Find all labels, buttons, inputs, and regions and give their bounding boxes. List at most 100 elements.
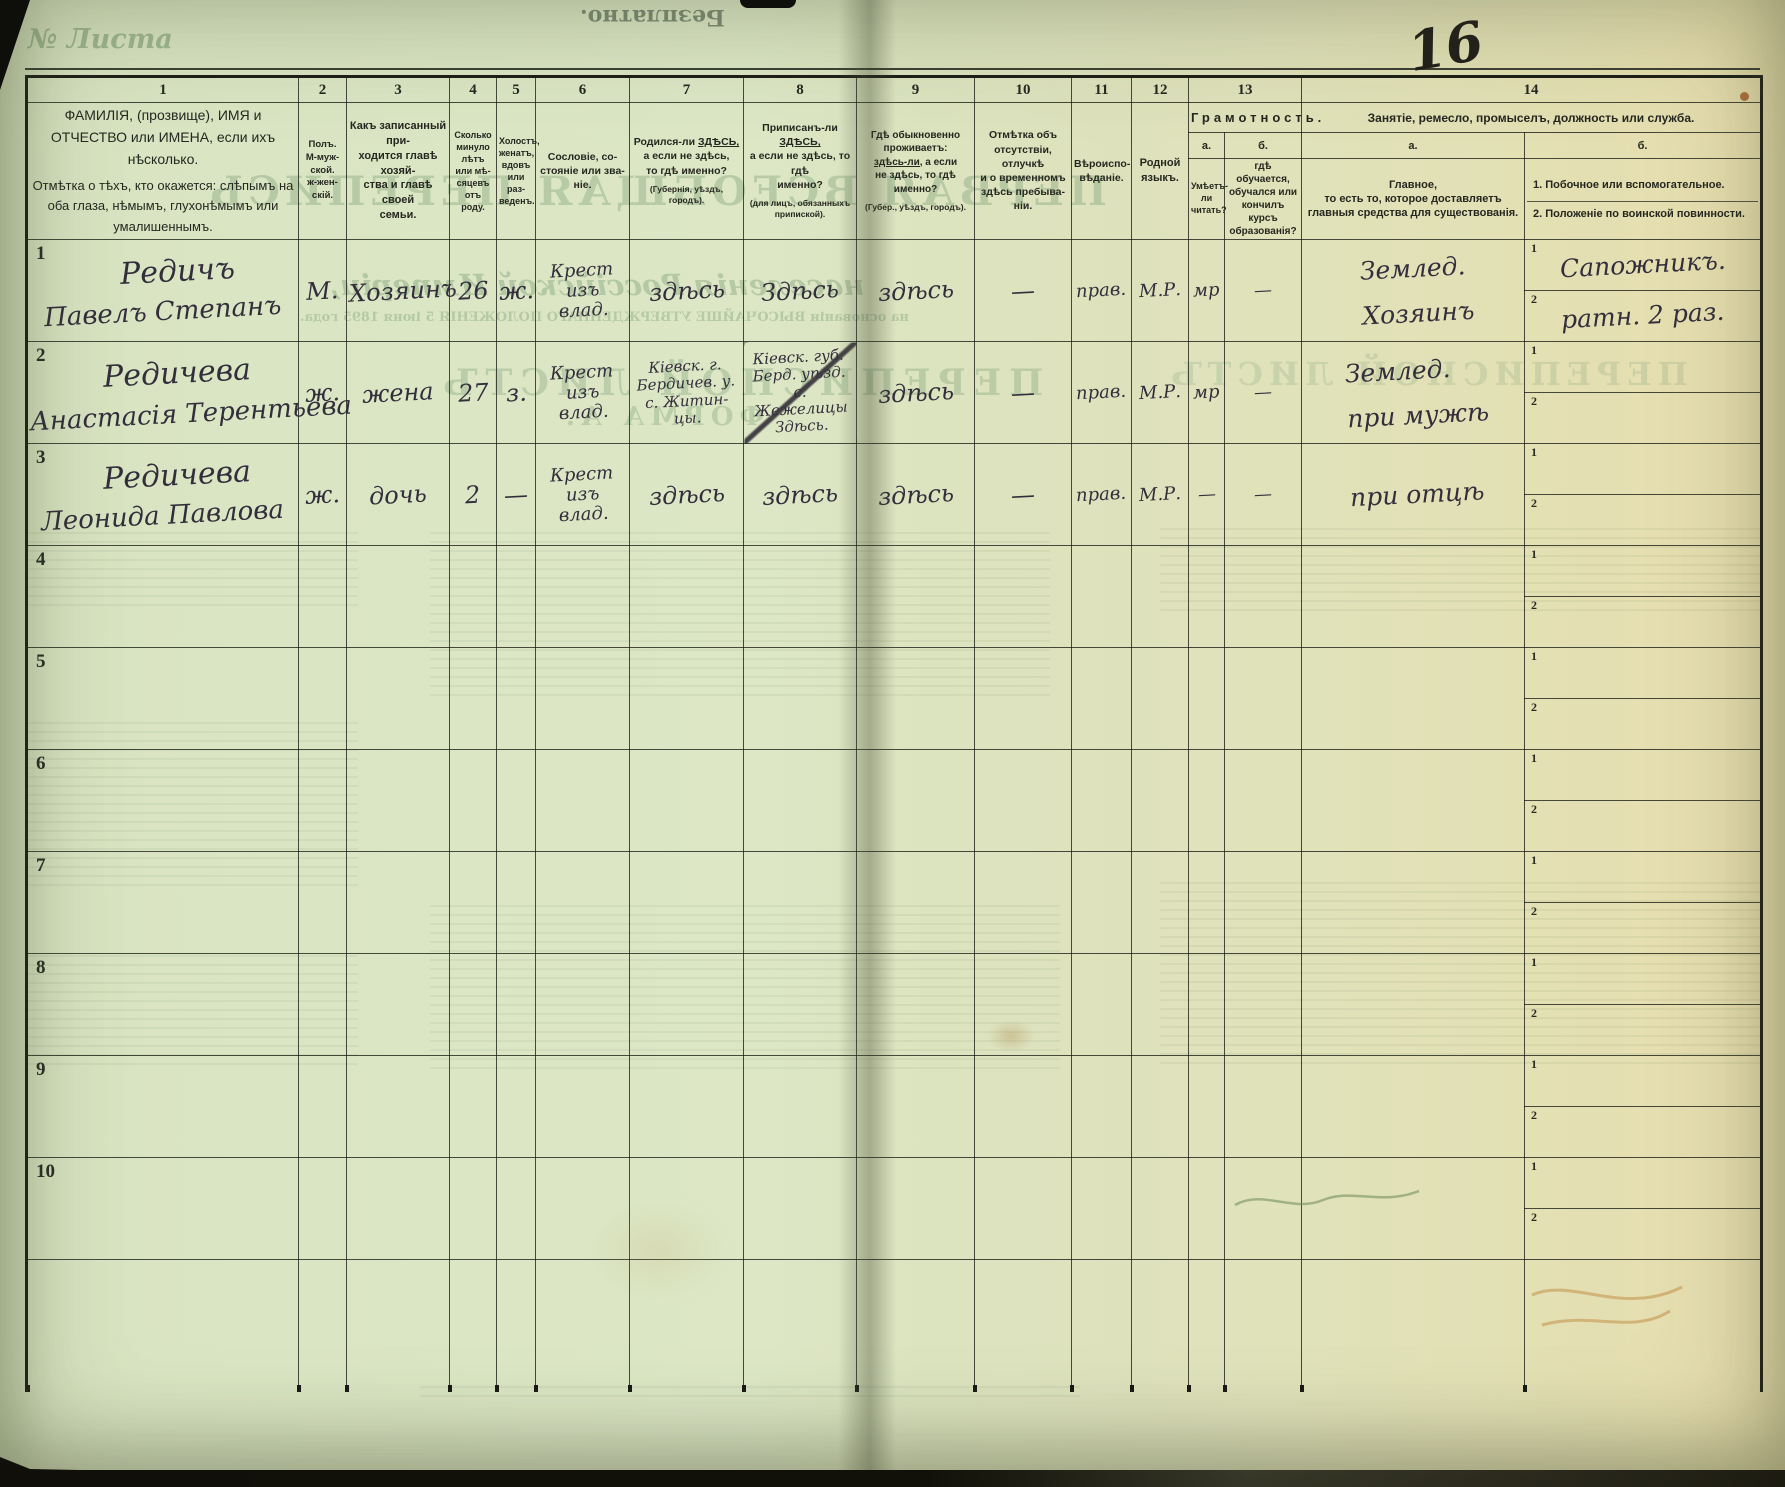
cell-resides: здѣсь	[856, 341, 975, 444]
col-num-10: 10	[974, 76, 1072, 103]
person-row: 7 1	[26, 851, 1762, 954]
cell-marital	[496, 953, 536, 1056]
cell-age	[449, 851, 497, 954]
cell-born	[629, 647, 744, 750]
cell-estate: Крест изъ влад.	[535, 239, 630, 342]
row-number: 2	[36, 345, 46, 366]
cell-faith	[1071, 647, 1132, 750]
header-military-status: 2. Положеніе по воинской повинности.	[1527, 200, 1758, 222]
cell-relation	[346, 545, 450, 648]
cell-military: 2	[1524, 1106, 1762, 1158]
cell-registered: Кіевск. губ. Берд. уѣзд. с. Жежелицы Здѣ…	[743, 341, 857, 444]
cell-registered	[743, 953, 857, 1056]
cell-marital	[496, 1055, 536, 1158]
cell-relation: дочь	[346, 443, 450, 546]
col-num-2: 2	[298, 76, 347, 103]
col-num-3: 3	[346, 76, 450, 103]
table-top-rule	[25, 68, 1760, 70]
cell-language: М.Р.	[1131, 341, 1189, 444]
cell-relation	[346, 1055, 450, 1158]
cell-occupation	[1301, 953, 1525, 1056]
cell-literacy-a	[1188, 1157, 1225, 1260]
cell-military: 2	[1524, 392, 1762, 444]
cell-occupation: Землед. Хозяинъ	[1301, 239, 1525, 342]
header-age: Сколько минуло лѣтъ или мѣ- сяцевъ отъ р…	[449, 102, 497, 240]
cell-faith	[1071, 953, 1132, 1056]
cell-sex: ж.	[298, 341, 347, 444]
person-row: 3 Редичева Леонида Павлова ж. дочь 2 — К…	[26, 443, 1762, 546]
header-residence: Гдѣ обыкновенно проживаетъ: здѣсь-ли, а …	[856, 102, 975, 240]
cell-resides	[856, 749, 975, 852]
cell-side-occupation: 1	[1524, 953, 1762, 1005]
cell-marital: —	[496, 443, 536, 546]
sheet-number-label: № Листа	[28, 24, 173, 55]
scanner-edge	[0, 1470, 1785, 1487]
cell-literacy-a	[1188, 851, 1225, 954]
row-number: 7	[36, 855, 46, 876]
cell-age	[449, 953, 497, 1056]
cell-language	[1131, 1055, 1189, 1158]
cell-side-occupation: 1 Сапожникъ.	[1524, 239, 1762, 291]
header-sub-row: а. б. а. б.	[27, 132, 1762, 159]
header-relation: Какъ записанный при- ходится главѣ хозяй…	[346, 102, 450, 240]
cell-literacy-a	[1188, 647, 1225, 750]
cell-born	[629, 749, 744, 852]
cell-age	[449, 545, 497, 648]
cell-faith: прав.	[1071, 341, 1132, 444]
cell-resides: здѣсь	[856, 443, 975, 546]
header-language: Родной языкъ.	[1131, 102, 1189, 240]
header-occupation-b-desc: 1. Побочное или вспомогательное. 2. Поло…	[1524, 158, 1762, 240]
cell-sex	[298, 1055, 347, 1158]
cell-relation: жена	[346, 341, 450, 444]
cell-age: 26	[449, 239, 497, 342]
cell-language	[1131, 953, 1189, 1056]
cell-age: 2	[449, 443, 497, 546]
cell-marital	[496, 1157, 536, 1260]
cell-side-occupation: 1	[1524, 341, 1762, 393]
cell-age	[449, 749, 497, 852]
cell-estate: Крест изъ влад.	[535, 443, 630, 546]
cell-age	[449, 647, 497, 750]
cell-resides	[856, 1055, 975, 1158]
cell-literacy-b	[1224, 1055, 1302, 1158]
cell-registered	[743, 749, 857, 852]
cell-faith	[1071, 545, 1132, 648]
person-row: 9 1	[26, 1055, 1762, 1158]
cell-age	[449, 1157, 497, 1260]
cell-language	[1131, 749, 1189, 852]
cell-faith	[1071, 1157, 1132, 1260]
cell-occupation	[1301, 1157, 1525, 1260]
header-birthplace: Родился-ли ЗДѢСЬ, а если не здѣсь, то гд…	[629, 102, 744, 240]
cell-literacy-a	[1188, 1055, 1225, 1158]
cell-literacy-a	[1188, 953, 1225, 1056]
header-literacy-a-desc: Умѣетъ- ли читать?	[1188, 158, 1228, 240]
cell-military: 2	[1524, 1208, 1762, 1260]
table-line-stubs	[25, 1259, 1762, 1392]
cell-military: 2	[1524, 698, 1762, 750]
cell-estate	[535, 749, 630, 852]
cell-marital	[496, 647, 536, 750]
row-number: 1	[36, 243, 46, 264]
header-literacy: Грамотность.	[1188, 102, 1321, 133]
cell-marital	[496, 545, 536, 648]
scanner-edge	[740, 0, 796, 8]
cell-military: 2 ратн. 2 раз.	[1524, 290, 1762, 342]
cell-military: 2	[1524, 494, 1762, 546]
cell-literacy-b	[1224, 545, 1302, 648]
cell-absence: —	[974, 341, 1072, 444]
cell-registered: здѣсь	[743, 443, 857, 546]
cell-faith: прав.	[1071, 239, 1132, 342]
header-marital: Холостъ, женатъ, вдовъ или раз- веденъ.	[496, 102, 540, 240]
person-row: 1 Редичъ Павелъ Степанъ М. Хозяинъ 26 ж.…	[26, 239, 1762, 342]
header-name-line1: ФАМИЛІЯ, (прозвище), ИМЯ и ОТЧЕСТВО или …	[50, 107, 276, 167]
cell-literacy-a: мр	[1188, 341, 1225, 444]
cell-relation	[346, 647, 450, 750]
cell-born	[629, 1055, 744, 1158]
cell-age	[449, 1055, 497, 1158]
cell-estate	[535, 647, 630, 750]
cell-sex: М.	[298, 239, 347, 342]
col-num-14: 14	[1301, 76, 1762, 103]
cell-relation	[346, 1157, 450, 1260]
cell-absence	[974, 1055, 1072, 1158]
header-row: ФАМИЛІЯ, (прозвище), ИМЯ и ОТЧЕСТВО или …	[26, 102, 1762, 240]
